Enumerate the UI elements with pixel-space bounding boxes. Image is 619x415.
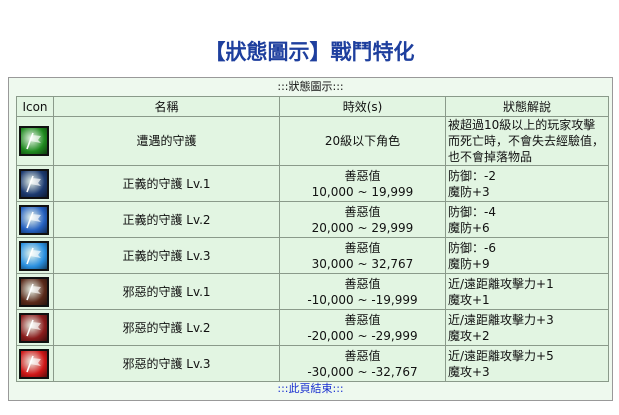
status-name: 正義的守護 Lv.1	[53, 165, 280, 202]
time-cell: 善惡值 30,000 ~ 32,767	[279, 237, 446, 274]
status-name: 正義的守護 Lv.2	[53, 201, 280, 238]
icon-cell	[16, 273, 54, 310]
desc-line: 近/遠距離攻擊力+3	[448, 312, 554, 327]
time-range: -30,000 ~ -32,767	[307, 364, 418, 379]
table-row: 遭遇的守護 20級以下角色 被超過10級以上的玩家攻擊 而死亡時，不會失去經驗值，…	[16, 116, 609, 166]
icon-cell	[16, 201, 54, 238]
red-flag-icon	[19, 348, 49, 379]
time-range: -10,000 ~ -19,999	[307, 292, 418, 307]
dark-blue-flag-icon	[19, 168, 49, 199]
time-label: 善惡值	[344, 240, 381, 255]
time-range: -20,000 ~ -29,999	[307, 328, 418, 343]
icon-cell	[16, 309, 54, 346]
desc-line: 也不會掉落物品	[448, 150, 533, 164]
status-name: 遭遇的守護	[53, 116, 280, 166]
time-range: 10,000 ~ 19,999	[311, 184, 414, 199]
desc-cell: 防御：-6 魔防+9	[445, 237, 609, 274]
desc-line: 防御：-2	[448, 168, 496, 183]
desc-cell: 近/遠距離攻擊力+5 魔攻+3	[445, 345, 609, 382]
green-flag-icon	[19, 126, 49, 156]
header-time: 時效(s)	[279, 96, 446, 117]
status-table: Icon 名稱 時效(s) 狀態解說 遭遇的守護 20級以下角色 被超過10級以…	[16, 96, 609, 382]
light-blue-flag-icon	[19, 240, 49, 271]
status-name: 正義的守護 Lv.3	[53, 237, 280, 274]
desc-line: 魔攻+1	[448, 292, 490, 307]
time-range: 20,000 ~ 29,999	[311, 220, 414, 235]
page-title: 【狀態圖示】戰鬥特化	[204, 40, 415, 64]
desc-cell: 防御：-2 魔防+3	[445, 165, 609, 202]
time-label: 善惡值	[344, 204, 381, 219]
blue-flag-icon	[19, 204, 49, 235]
desc-cell: 防御：-4 魔防+6	[445, 201, 609, 238]
status-panel: :::狀態圖示::: Icon 名稱 時效(s) 狀態解說 遭遇的守護 20級以…	[8, 77, 613, 401]
time-range: 30,000 ~ 32,767	[311, 256, 414, 271]
desc-line: 魔防+9	[448, 256, 490, 271]
status-name: 邪惡的守護 Lv.1	[53, 273, 280, 310]
desc-line: 魔防+3	[448, 184, 490, 199]
desc-line: 防御：-4	[448, 204, 496, 219]
time-cell: 善惡值 -20,000 ~ -29,999	[279, 309, 446, 346]
icon-cell	[16, 237, 54, 274]
desc-line: 魔攻+2	[448, 328, 490, 343]
table-row: 邪惡的守護 Lv.2 善惡值 -20,000 ~ -29,999 近/遠距離攻擊力…	[16, 309, 609, 346]
time-label: 善惡值	[344, 168, 381, 183]
header-desc: 狀態解說	[445, 96, 609, 117]
desc-line: 防御：-6	[448, 240, 496, 255]
time-cell: 善惡值 -10,000 ~ -19,999	[279, 273, 446, 310]
header-icon: Icon	[16, 96, 54, 117]
desc-cell: 近/遠距離攻擊力+1 魔攻+1	[445, 273, 609, 310]
table-row: 正義的守護 Lv.3 善惡值 30,000 ~ 32,767 防御：-6 魔防+9	[16, 237, 609, 274]
desc-cell: 近/遠距離攻擊力+3 魔攻+2	[445, 309, 609, 346]
desc-line: 魔防+6	[448, 220, 490, 235]
time-cell: 善惡值 10,000 ~ 19,999	[279, 165, 446, 202]
status-name: 邪惡的守護 Lv.3	[53, 345, 280, 382]
desc-line: 被超過10級以上的玩家攻擊	[448, 118, 596, 132]
page-end-label: :::此頁結束:::	[277, 382, 344, 395]
icon-cell	[16, 165, 54, 202]
table-row: 正義的守護 Lv.2 善惡值 20,000 ~ 29,999 防御：-4 魔防+6	[16, 201, 609, 238]
time-cell: 善惡值 20,000 ~ 29,999	[279, 201, 446, 238]
icon-cell	[16, 345, 54, 382]
icon-cell	[16, 116, 54, 166]
desc-line: 而死亡時，不會失去經驗值，	[448, 134, 605, 148]
table-row: 邪惡的守護 Lv.3 善惡值 -30,000 ~ -32,767 近/遠距離攻擊力…	[16, 345, 609, 382]
table-row: 正義的守護 Lv.1 善惡值 10,000 ~ 19,999 防御：-2 魔防+3	[16, 165, 609, 202]
time-cell: 善惡值 -30,000 ~ -32,767	[279, 345, 446, 382]
desc-cell: 被超過10級以上的玩家攻擊 而死亡時，不會失去經驗值， 也不會掉落物品	[445, 116, 609, 166]
desc-line: 魔攻+3	[448, 364, 490, 379]
time-label: 20級以下角色	[324, 134, 401, 148]
status-name: 邪惡的守護 Lv.2	[53, 309, 280, 346]
table-caption: :::狀態圖示:::	[277, 80, 344, 93]
header-name: 名稱	[53, 96, 280, 117]
time-cell: 20級以下角色	[279, 116, 446, 166]
brown-flag-icon	[19, 276, 49, 307]
dark-red-flag-icon	[19, 312, 49, 343]
table-row: 邪惡的守護 Lv.1 善惡值 -10,000 ~ -19,999 近/遠距離攻擊力…	[16, 273, 609, 310]
desc-line: 近/遠距離攻擊力+1	[448, 276, 554, 291]
time-label: 善惡值	[344, 348, 381, 363]
desc-line: 近/遠距離攻擊力+5	[448, 348, 554, 363]
time-label: 善惡值	[344, 276, 381, 291]
time-label: 善惡值	[344, 312, 381, 327]
